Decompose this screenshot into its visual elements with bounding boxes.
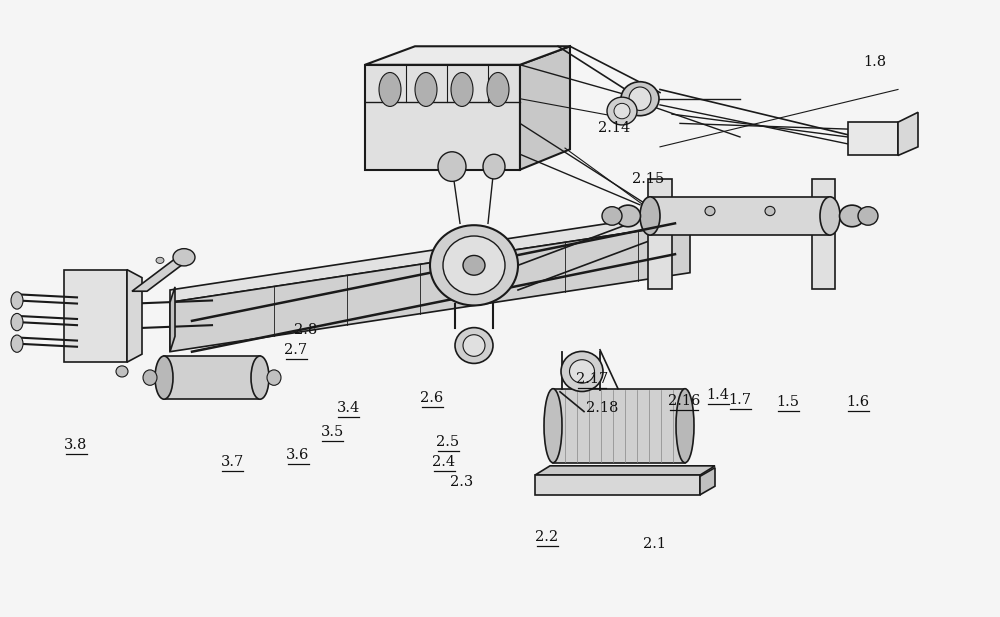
Ellipse shape	[156, 257, 164, 263]
Polygon shape	[164, 356, 260, 399]
Ellipse shape	[430, 225, 518, 305]
Text: 2.7: 2.7	[284, 344, 308, 357]
Text: 1.6: 1.6	[846, 395, 870, 409]
Ellipse shape	[705, 206, 715, 216]
Text: 1.8: 1.8	[863, 55, 887, 68]
Polygon shape	[132, 257, 192, 291]
Text: 2.3: 2.3	[450, 476, 474, 489]
Text: 1.4: 1.4	[706, 388, 730, 402]
Ellipse shape	[820, 197, 840, 235]
Ellipse shape	[570, 360, 594, 383]
Polygon shape	[812, 179, 835, 289]
Polygon shape	[650, 197, 830, 235]
Ellipse shape	[602, 207, 622, 225]
Text: 3.7: 3.7	[220, 455, 244, 468]
Polygon shape	[170, 223, 690, 352]
Text: 2.2: 2.2	[535, 530, 559, 544]
Text: 2.17: 2.17	[576, 373, 608, 386]
Polygon shape	[535, 475, 700, 495]
Polygon shape	[170, 211, 690, 302]
Ellipse shape	[614, 104, 630, 119]
Text: 2.4: 2.4	[432, 455, 456, 468]
Ellipse shape	[438, 152, 466, 181]
Polygon shape	[365, 65, 520, 170]
Text: 2.1: 2.1	[644, 537, 666, 551]
Ellipse shape	[143, 370, 157, 385]
Polygon shape	[535, 466, 715, 475]
Ellipse shape	[483, 154, 505, 179]
Ellipse shape	[455, 328, 493, 363]
Text: 3.5: 3.5	[320, 425, 344, 439]
Ellipse shape	[765, 206, 775, 216]
Text: 1.5: 1.5	[776, 395, 800, 409]
Text: 2.16: 2.16	[668, 394, 700, 408]
Ellipse shape	[607, 97, 637, 125]
Ellipse shape	[544, 389, 562, 463]
Ellipse shape	[451, 73, 473, 107]
Text: 2.15: 2.15	[632, 172, 664, 186]
Ellipse shape	[621, 82, 659, 116]
Text: 1.7: 1.7	[728, 393, 752, 407]
Polygon shape	[520, 46, 570, 170]
Polygon shape	[365, 46, 570, 65]
Text: 2.8: 2.8	[294, 323, 318, 337]
Text: 2.5: 2.5	[436, 435, 460, 449]
Polygon shape	[898, 112, 918, 155]
Ellipse shape	[155, 356, 173, 399]
Text: 3.8: 3.8	[64, 439, 88, 452]
Ellipse shape	[443, 236, 505, 295]
Ellipse shape	[11, 313, 23, 331]
Ellipse shape	[116, 366, 128, 377]
Ellipse shape	[629, 87, 651, 110]
Ellipse shape	[251, 356, 269, 399]
Ellipse shape	[840, 205, 864, 227]
Ellipse shape	[463, 334, 485, 357]
Ellipse shape	[415, 73, 437, 107]
Polygon shape	[553, 389, 685, 463]
Polygon shape	[170, 287, 175, 352]
Polygon shape	[648, 179, 672, 289]
Ellipse shape	[267, 370, 281, 385]
Text: 3.6: 3.6	[286, 448, 310, 462]
Polygon shape	[700, 468, 715, 495]
Text: 3.4: 3.4	[336, 402, 360, 415]
Ellipse shape	[487, 73, 509, 107]
Ellipse shape	[379, 73, 401, 107]
Text: 2.6: 2.6	[420, 391, 444, 405]
Ellipse shape	[173, 249, 195, 266]
Ellipse shape	[561, 351, 603, 392]
Polygon shape	[127, 270, 142, 362]
Text: 2.14: 2.14	[598, 122, 630, 135]
Ellipse shape	[11, 335, 23, 352]
Text: 2.18: 2.18	[586, 402, 618, 415]
Ellipse shape	[676, 389, 694, 463]
Ellipse shape	[11, 292, 23, 309]
Ellipse shape	[616, 205, 640, 227]
Polygon shape	[64, 270, 127, 362]
Ellipse shape	[640, 197, 660, 235]
Polygon shape	[848, 122, 898, 155]
Ellipse shape	[463, 255, 485, 275]
Ellipse shape	[858, 207, 878, 225]
